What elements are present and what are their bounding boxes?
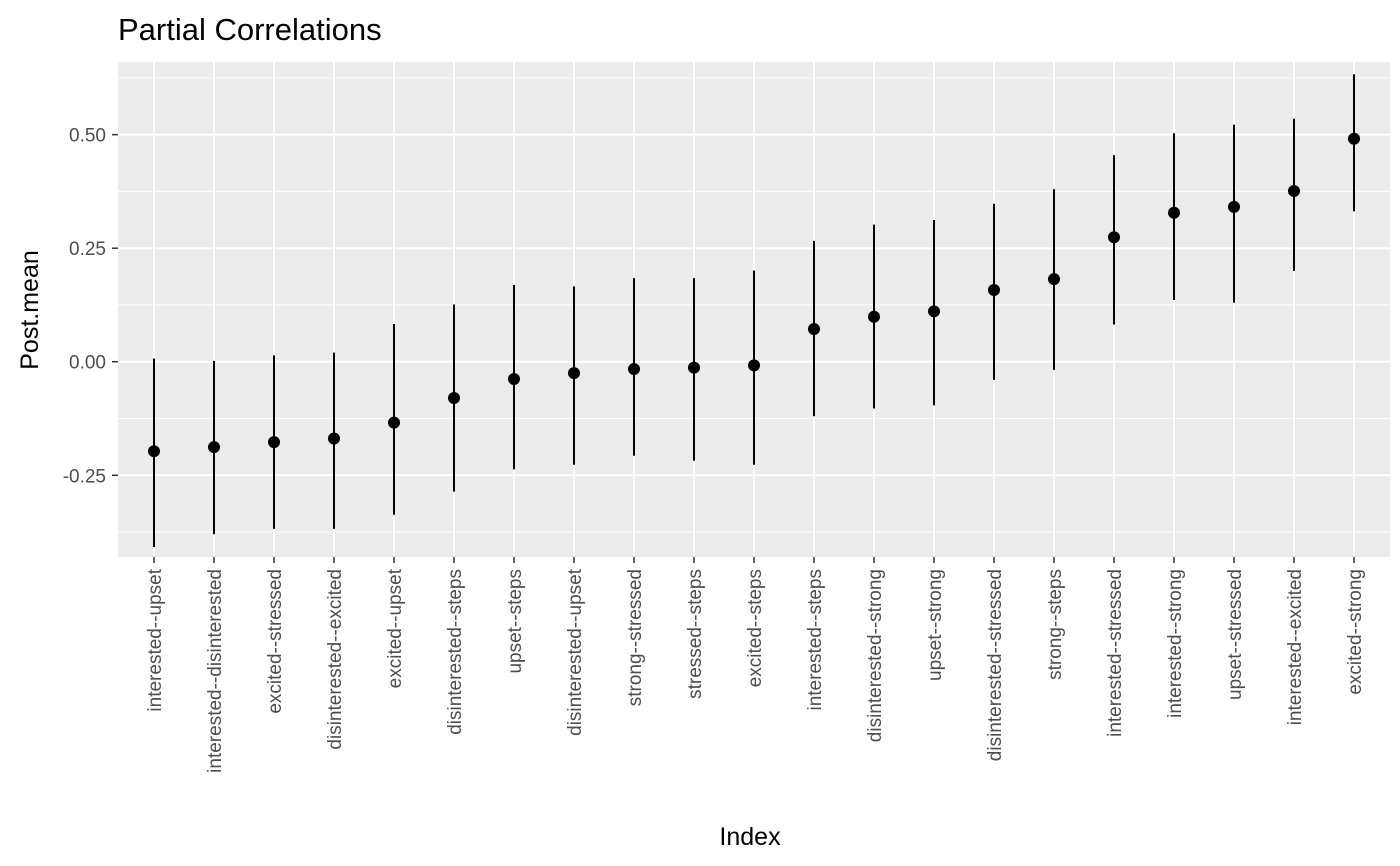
x-tick-label: interested--stressed xyxy=(1105,569,1126,737)
data-point xyxy=(1348,132,1360,145)
data-point xyxy=(1168,206,1180,219)
data-point xyxy=(868,310,880,323)
y-tick-label: 0.50 xyxy=(69,126,106,147)
y-axis-title: Post.mean xyxy=(16,250,44,370)
y-tick-label: 0.25 xyxy=(69,239,106,260)
data-point xyxy=(388,416,400,429)
data-point xyxy=(628,362,640,375)
data-point xyxy=(748,359,760,372)
data-point xyxy=(1288,184,1300,197)
x-tick-label: strong--steps xyxy=(1045,569,1066,680)
x-tick-label: strong--stressed xyxy=(625,569,646,706)
y-axis: -0.25 0.00 0.25 0.50 xyxy=(63,126,118,487)
data-point xyxy=(208,441,220,454)
data-point xyxy=(268,436,280,449)
x-tick-label: disinterested--stressed xyxy=(985,569,1006,761)
x-tick-label: upset--stressed xyxy=(1225,569,1246,700)
x-tick-label: excited--steps xyxy=(745,569,766,687)
x-axis: interested--upset interested--disinterest… xyxy=(145,557,1366,773)
data-point xyxy=(928,305,940,318)
x-tick-label: excited--strong xyxy=(1345,569,1366,695)
x-tick-label: excited--stressed xyxy=(265,569,286,714)
x-tick-label: interested--disinterested xyxy=(205,569,226,773)
data-point xyxy=(568,367,580,380)
x-tick-label: stressed--steps xyxy=(685,569,706,699)
x-tick-label: excited--upset xyxy=(385,568,406,688)
chart-title: Partial Correlations xyxy=(118,12,382,47)
data-point xyxy=(808,323,820,336)
data-point xyxy=(988,283,1000,296)
data-point xyxy=(448,392,460,405)
y-tick-label: 0.00 xyxy=(69,353,106,374)
x-tick-label: disinterested--steps xyxy=(445,569,466,735)
data-point xyxy=(508,372,520,385)
data-point xyxy=(328,432,340,445)
data-point xyxy=(1228,200,1240,213)
data-point xyxy=(148,445,160,458)
data-point xyxy=(1048,273,1060,286)
x-tick-label: disinterested--upset xyxy=(565,568,586,736)
x-tick-label: interested--strong xyxy=(1165,569,1186,718)
x-tick-label: upset--strong xyxy=(925,569,946,681)
data-points xyxy=(148,132,1360,458)
x-tick-label: interested--excited xyxy=(1285,569,1306,725)
x-axis-title: Index xyxy=(719,823,781,851)
y-tick-label: -0.25 xyxy=(63,466,106,487)
x-tick-label: interested--steps xyxy=(805,569,826,711)
data-point xyxy=(1108,231,1120,244)
x-tick-label: interested--upset xyxy=(145,568,166,711)
data-point xyxy=(688,361,700,374)
x-tick-label: disinterested--excited xyxy=(325,569,346,750)
x-tick-label: disinterested--strong xyxy=(865,569,886,742)
x-tick-label: upset--steps xyxy=(505,569,526,674)
